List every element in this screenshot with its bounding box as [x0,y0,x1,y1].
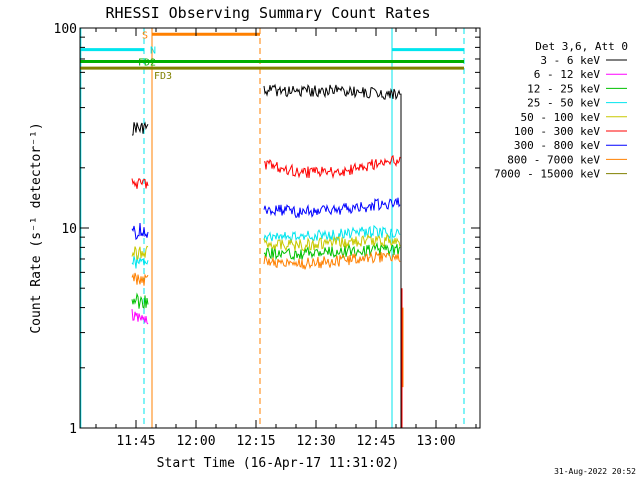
x-tick-label-0: 11:45 [116,434,155,449]
y-axis-label: Count Rate (s⁻¹ detector⁻¹) [29,122,44,333]
legend-title: Det 3,6, Att 0 [535,40,628,53]
series-line-50-100-keV-1 [263,233,401,252]
y-tick-label-0: 1 [69,422,77,437]
legend-label-8: 7000 - 15000 keV [494,168,600,181]
flag-label-fd3-4: FD3 [154,71,172,82]
series-line-25-50-keV-1 [263,224,401,243]
flag-label-n-1: N [150,46,156,57]
series-line-25-50-keV-0 [131,255,149,269]
flag-label-fd2-3: FD2 [138,57,156,68]
x-tick-label-4: 12:45 [356,434,395,449]
series-line-300-800-keV-0 [131,223,149,241]
x-tick-label-5: 13:00 [416,434,455,449]
legend-label-1: 6 - 12 keV [534,68,601,81]
x-axis-label: Start Time (16-Apr-17 11:31:02) [157,456,400,471]
x-tick-label-3: 12:30 [296,434,335,449]
legend-label-5: 100 - 300 keV [514,125,600,138]
legend-label-4: 50 - 100 keV [521,111,601,124]
y-tick-label-1: 10 [61,222,77,237]
series-lines [131,83,404,428]
series-line-6-12-keV-0 [131,309,149,325]
series-line-50-100-keV-0 [131,245,149,261]
footer-date: 31-Aug-2022 20:52 [554,467,636,476]
series-line-800-7000-keV-0 [131,272,149,286]
x-tick-label-1: 12:00 [176,434,215,449]
series-line-100-300-keV-0 [131,177,149,189]
flag-label-s-0: S [142,30,148,41]
series-line-12-25-keV-0 [131,292,149,309]
y-tick-label-2: 100 [54,22,77,37]
series-line-12-25-keV-1 [263,241,401,262]
series-line-3-6-keV-1 [263,83,401,101]
legend-label-3: 25 - 50 keV [527,97,600,110]
legend-label-0: 3 - 6 keV [540,54,600,67]
series-line-3-6-keV-0 [131,121,149,136]
legend-label-6: 300 - 800 keV [514,139,600,152]
legend-label-7: 800 - 7000 keV [507,153,600,166]
x-tick-label-2: 12:15 [236,434,275,449]
legend-label-2: 12 - 25 keV [527,82,600,95]
axes: 11:45 12:00 12:15 12:30 12:45 13:00 1 10 100 [54,22,480,449]
series-line-800-7000-keV-1 [263,251,401,270]
chart-title: RHESSI Observing Summary Count Rates [105,4,430,22]
series-line-100-300-keV-1 [263,154,401,179]
series-line-300-800-keV-1 [263,197,401,219]
